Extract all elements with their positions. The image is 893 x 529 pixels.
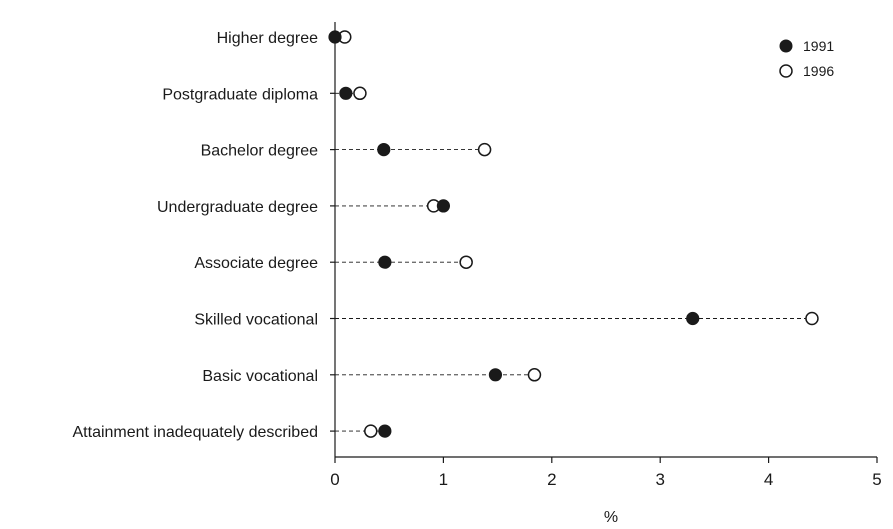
x-tick-label: 4	[764, 470, 773, 489]
point-1991	[378, 424, 392, 438]
point-1996	[805, 311, 819, 326]
point-1991	[328, 30, 342, 44]
x-tick-label: 1	[439, 470, 448, 489]
x-tick-label: 0	[330, 470, 339, 489]
point-1991	[488, 368, 503, 382]
point-1996	[527, 368, 542, 382]
point-1991	[686, 311, 700, 326]
point-1991	[436, 199, 450, 213]
x-tick-label: 2	[547, 470, 556, 489]
category-label: Associate degree	[194, 255, 318, 272]
category-label: Bachelor degree	[201, 143, 319, 160]
point-1991	[377, 143, 391, 157]
legend-label-1991: 1991	[803, 38, 834, 54]
x-tick-label: 5	[872, 470, 881, 489]
category-label: Postgraduate diploma	[162, 86, 318, 103]
point-1991	[378, 255, 392, 269]
point-1996	[353, 86, 367, 101]
point-1996	[477, 142, 492, 157]
x-tick-label: 3	[655, 470, 664, 489]
category-label: Attainment inadequately described	[73, 424, 319, 441]
point-1996	[459, 255, 473, 269]
axes	[330, 22, 877, 458]
category-label: Undergraduate degree	[157, 199, 318, 216]
category-labels: Higher degree Postgraduate diploma Bachelo…	[73, 30, 319, 441]
legend-marker-1996	[779, 64, 793, 78]
connector-lines	[335, 36, 812, 432]
category-label: Basic vocational	[202, 368, 318, 385]
point-1996	[364, 424, 378, 438]
data-points	[328, 30, 819, 438]
legend: 1991 1996	[779, 38, 834, 79]
x-ticks: 0 1 2 3 4 5	[330, 457, 882, 489]
legend-label-1996: 1996	[803, 63, 834, 79]
legend-marker-1991	[779, 39, 793, 53]
x-axis-title: %	[604, 509, 618, 526]
category-label: Skilled vocational	[194, 312, 318, 329]
point-1991	[339, 86, 353, 100]
category-label: Higher degree	[217, 30, 319, 47]
